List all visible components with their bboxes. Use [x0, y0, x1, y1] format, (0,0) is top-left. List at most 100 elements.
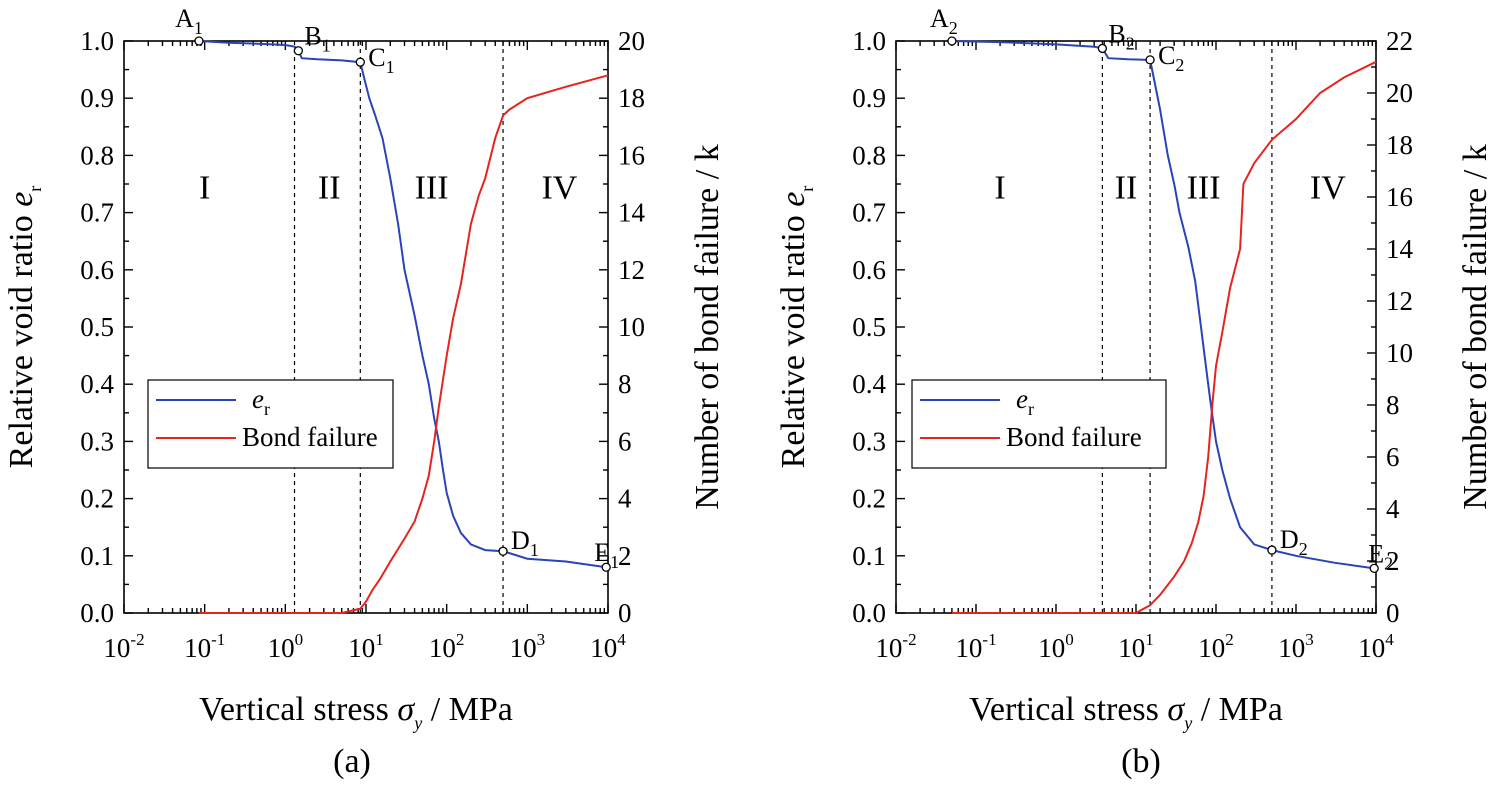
x-axis-label: Vertical stress σy / MPa	[969, 691, 1283, 733]
y-right-tick-label: 10	[618, 312, 645, 342]
y-left-tick-label: 0.6	[852, 255, 886, 285]
region-label-III: III	[1187, 169, 1221, 206]
point-marker-A1	[194, 36, 204, 46]
x-tick-label: 102	[429, 630, 465, 663]
panel-a: 10-2 10-1 100 101 102 103 1040.00.10.20.30.40.…	[3, 4, 726, 780]
y-left-tick-label: 0.1	[852, 541, 886, 571]
x-tick-label: 103	[1278, 630, 1314, 663]
y-right-tick-label: 8	[1386, 390, 1400, 420]
point-label-E2: E2	[1368, 539, 1393, 573]
region-label-III: III	[415, 169, 449, 206]
y-left-tick-label: 0.9	[852, 83, 886, 113]
y-left-tick-label: 0.3	[852, 426, 886, 456]
y-right-tick-label: 16	[1386, 182, 1413, 212]
region-label-IV: IV	[541, 169, 577, 206]
legend-box	[911, 379, 1167, 469]
y-left-tick-label: 0.8	[852, 140, 886, 170]
legend-label: Bond failure	[1006, 422, 1142, 452]
y-right-axis-label: Number of bond failure / k	[1457, 144, 1494, 509]
point-marker-D2	[1267, 545, 1277, 555]
point-label-A2: A2	[930, 4, 958, 38]
point-marker-B1	[293, 46, 304, 56]
y-left-tick-label: 0.3	[80, 426, 114, 456]
y-right-tick-label: 2	[618, 541, 632, 571]
region-label-II: II	[1115, 169, 1138, 206]
x-tick-label: 101	[1118, 630, 1154, 663]
x-tick-label: 100	[268, 630, 304, 663]
y-right-tick-label: 16	[618, 140, 645, 170]
region-label-II: II	[318, 169, 341, 206]
point-label-A1: A1	[175, 4, 203, 38]
point-marker-E2	[1369, 563, 1379, 574]
y-left-tick-label: 0.0	[80, 598, 114, 628]
legend-label: Bond failure	[242, 422, 378, 452]
region-label-IV: IV	[1310, 169, 1346, 206]
x-tick-label: 10-1	[955, 630, 996, 663]
y-left-tick-label: 0.6	[80, 255, 114, 285]
plot-frame	[123, 40, 609, 614]
x-tick-label: 100	[1038, 630, 1074, 663]
y-left-axis-label: Relative void ratio er	[3, 186, 45, 469]
y-left-tick-label: 0.0	[852, 598, 886, 628]
point-marker-C1	[355, 57, 365, 67]
x-tick-label: 10-2	[875, 630, 916, 663]
region-label-I: I	[994, 169, 1005, 206]
panel-caption: (a)	[333, 743, 371, 780]
x-tick-label: 103	[510, 630, 546, 663]
point-marker-D1	[498, 546, 508, 556]
y-left-tick-label: 0.8	[80, 140, 114, 170]
legend-box	[147, 379, 394, 469]
y-right-tick-label: 6	[618, 426, 632, 456]
point-label-D1: D1	[511, 526, 539, 560]
y-left-tick-label: 0.7	[852, 198, 886, 228]
y-left-tick-label: 0.2	[80, 484, 114, 514]
y-right-tick-label: 12	[1386, 286, 1413, 316]
plot-frame	[895, 40, 1377, 614]
y-left-tick-label: 0.1	[80, 541, 114, 571]
y-right-tick-label: 20	[1386, 78, 1413, 108]
y-left-tick-label: 0.4	[852, 369, 886, 399]
legend-label: er	[252, 384, 270, 419]
y-right-tick-label: 6	[1386, 442, 1400, 472]
point-marker-E1	[601, 562, 611, 572]
bond-failure-series-line	[199, 74, 609, 614]
point-label-C1: C1	[368, 43, 394, 77]
region-label-I: I	[199, 169, 210, 206]
panel-b: 10-2 10-1 100 101 102 103 1040.00.10.20.30.40.…	[775, 4, 1494, 780]
y-right-tick-label: 14	[1386, 234, 1414, 264]
point-label-B1: B1	[304, 22, 330, 56]
y-right-axis-label: Number of bond failure / k	[689, 144, 726, 509]
y-left-tick-label: 0.2	[852, 484, 886, 514]
x-tick-label: 104	[1358, 630, 1394, 663]
y-right-tick-label: 4	[1386, 494, 1400, 524]
y-right-tick-label: 4	[618, 484, 632, 514]
er-series-line	[198, 40, 607, 569]
y-right-tick-label: 12	[618, 255, 645, 285]
y-right-tick-label: 22	[1386, 26, 1413, 56]
point-marker-A2	[947, 36, 957, 46]
x-tick-label: 101	[348, 630, 384, 663]
y-left-tick-label: 1.0	[852, 26, 886, 56]
point-label-C2: C2	[1158, 41, 1184, 75]
legend-label: er	[1016, 384, 1034, 419]
y-right-tick-label: 18	[618, 83, 645, 113]
y-left-tick-label: 0.7	[80, 198, 114, 228]
er-series-line	[951, 40, 1375, 570]
x-tick-label: 102	[1198, 630, 1234, 663]
y-right-tick-label: 0	[618, 598, 632, 628]
point-label-D2: D2	[1280, 525, 1308, 559]
y-right-tick-label: 2	[1386, 546, 1400, 576]
x-axis-label: Vertical stress σy / MPa	[199, 691, 513, 733]
y-left-tick-label: 0.4	[80, 369, 114, 399]
y-left-tick-label: 0.5	[80, 312, 114, 342]
y-right-tick-label: 10	[1386, 338, 1413, 368]
panel-caption: (b)	[1121, 743, 1161, 780]
y-right-tick-label: 18	[1386, 130, 1413, 160]
point-label-B2: B2	[1108, 19, 1134, 53]
y-right-tick-label: 0	[1386, 598, 1400, 628]
x-tick-label: 104	[590, 630, 626, 663]
y-right-tick-label: 20	[618, 26, 645, 56]
y-right-tick-label: 14	[618, 198, 646, 228]
point-label-E1: E1	[594, 538, 619, 572]
